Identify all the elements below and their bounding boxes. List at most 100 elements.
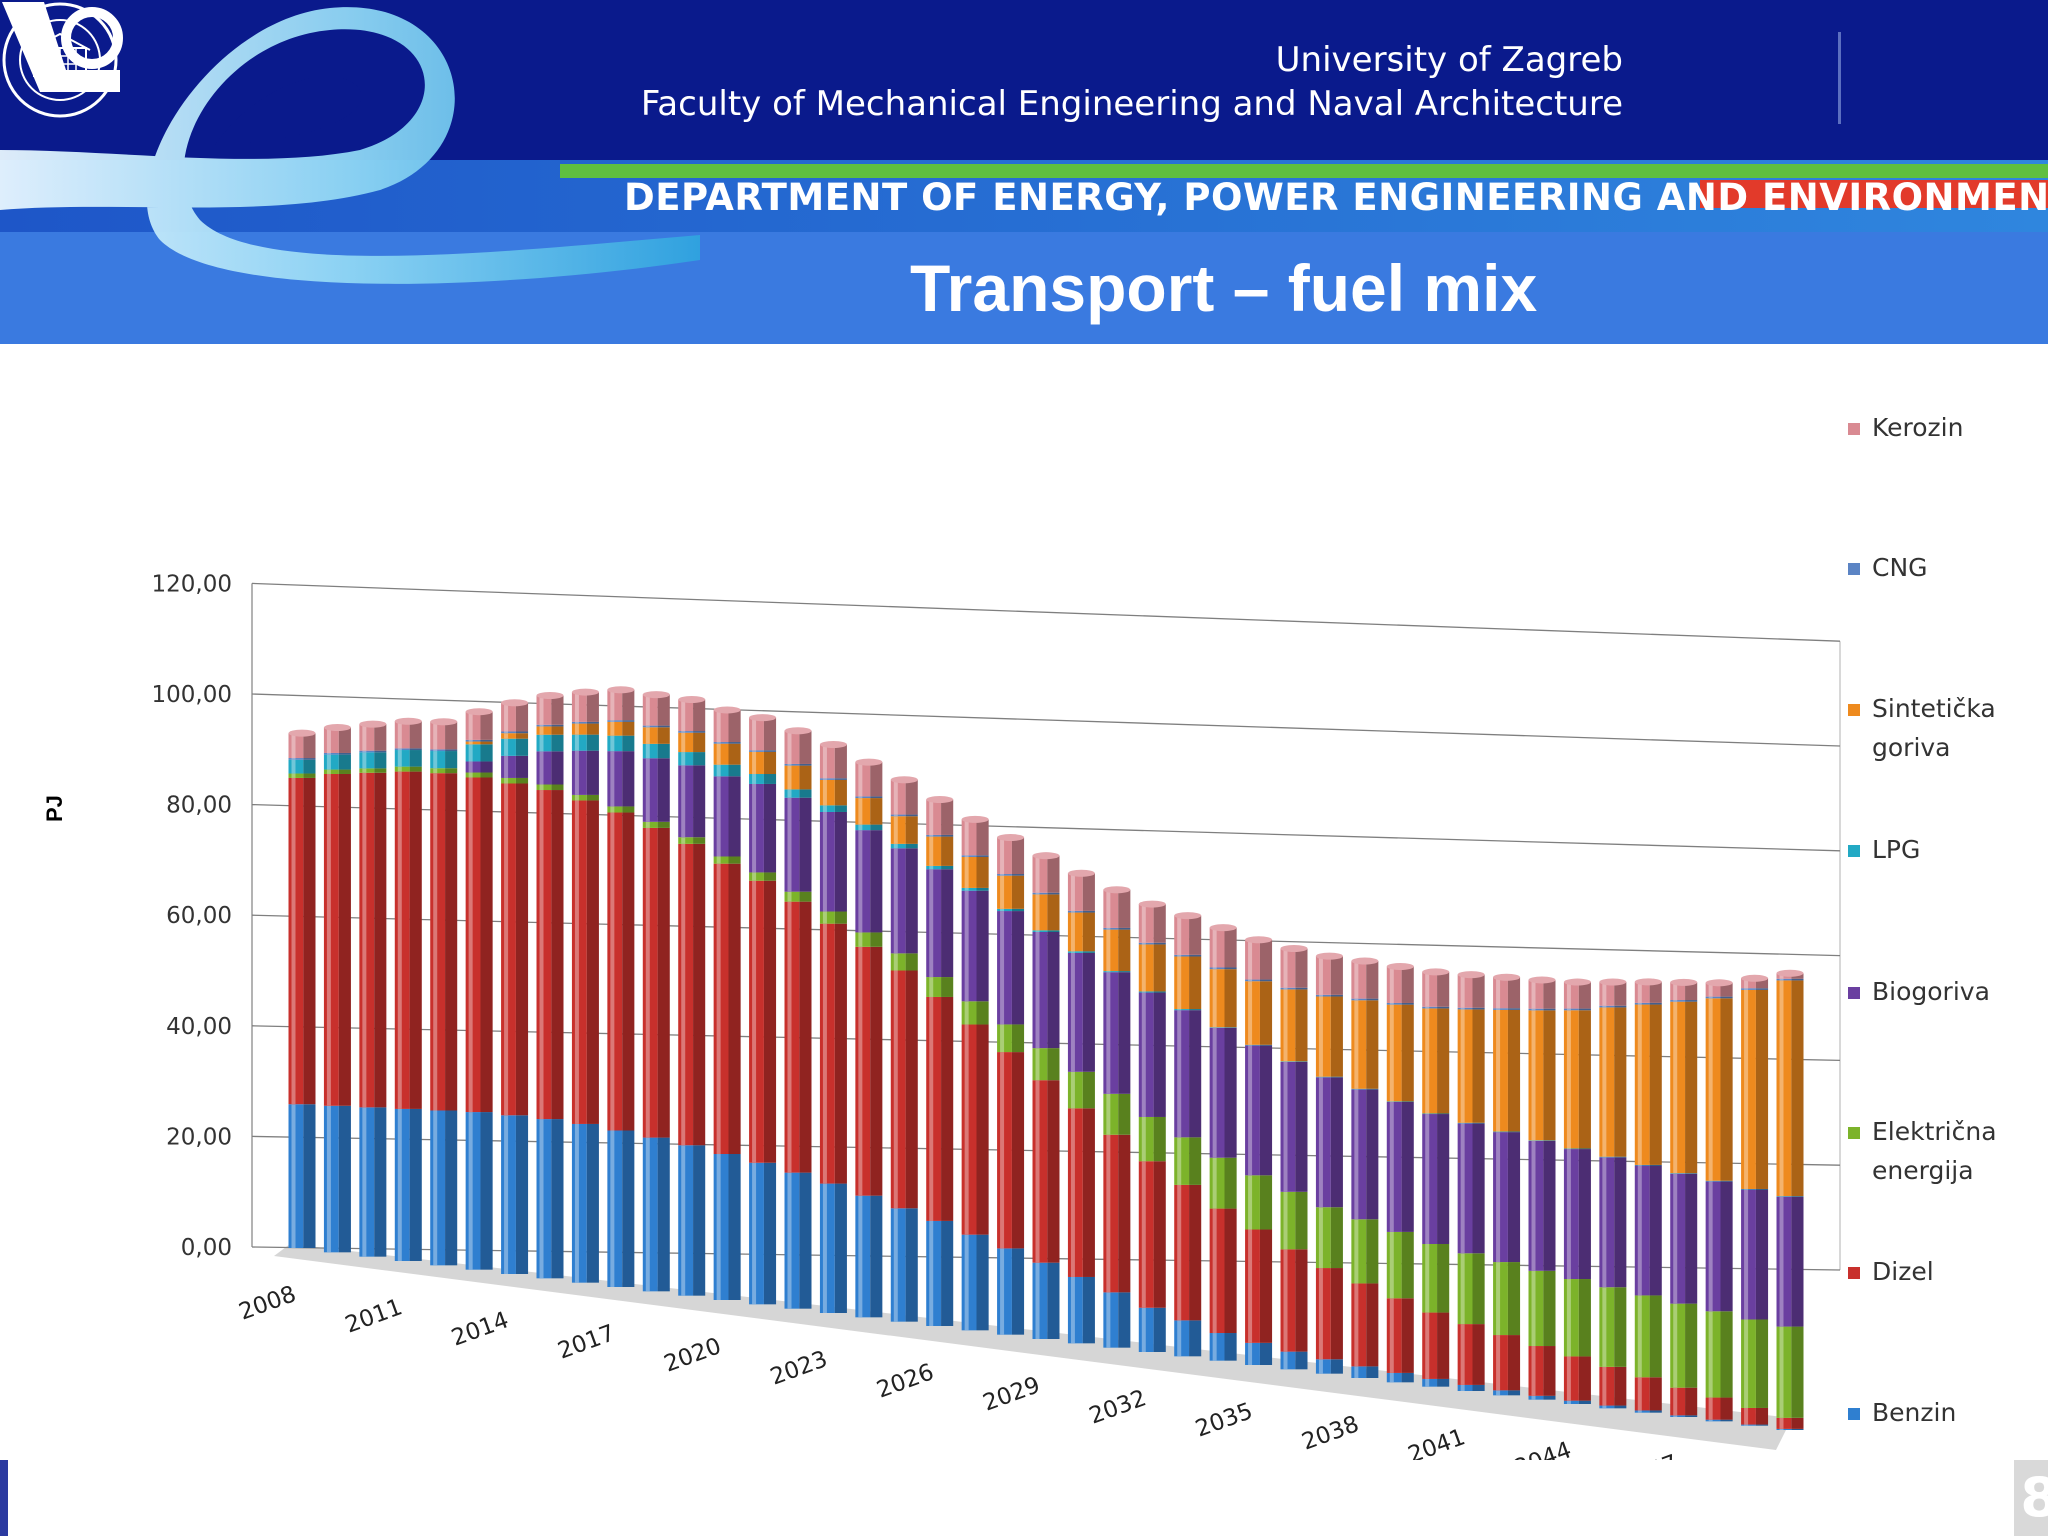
bar-segment-shade: [586, 723, 599, 735]
bar-segment-highlight: [1141, 944, 1146, 992]
bar-segment: [819, 779, 835, 806]
bar-segment-shade: [941, 1220, 954, 1326]
bar-segment-highlight: [1248, 979, 1253, 982]
bar-segment-shade: [338, 727, 351, 753]
bar-segment: [1457, 1009, 1473, 1123]
bar-segment-highlight: [574, 794, 579, 801]
bar-segment-highlight: [787, 789, 792, 798]
bar-segment: [1670, 1387, 1686, 1416]
bar-segment-highlight: [574, 692, 579, 722]
bar-segment-highlight: [539, 726, 544, 735]
bar-segment-shade: [905, 1208, 918, 1322]
bar-segment-highlight: [1602, 1405, 1607, 1409]
bar-segment-highlight: [858, 798, 863, 825]
legend-label: Sintetička goriva: [1872, 694, 1996, 762]
bar-stack-2050: [1776, 969, 1804, 1430]
bar-segment-highlight: [964, 819, 969, 856]
bar-segment: [890, 779, 906, 815]
bar-segment-highlight: [1425, 1006, 1430, 1009]
legend-label: Biogoriva: [1872, 977, 1990, 1006]
legend-swatch: [1848, 987, 1860, 999]
bar-segment-highlight: [1673, 1303, 1678, 1388]
bar-segment-shade: [1437, 1243, 1450, 1313]
legend: Kerozin CNG Sintetička goriva LPG Biogoriva El…: [1848, 413, 1997, 1427]
bar-segment: [926, 1220, 942, 1326]
bar-segment-shade: [870, 1195, 883, 1318]
bar-segment-shade: [303, 1104, 316, 1248]
bar-segment-shade: [1366, 1219, 1379, 1284]
bar-segment-highlight: [1460, 1122, 1465, 1124]
bar-segment-highlight: [787, 1172, 792, 1309]
bar-segment-shade: [1047, 1048, 1060, 1081]
bar-segment-shade: [1720, 1181, 1733, 1312]
bar-segment-highlight: [1212, 927, 1217, 968]
bar-segment-highlight: [1673, 1387, 1678, 1416]
bar-segment-shade: [1082, 1276, 1095, 1344]
bar-segment: [855, 830, 871, 933]
bar-segment-shade: [515, 1115, 529, 1274]
bar-segment-highlight: [610, 812, 615, 1131]
bar-segment-highlight: [1779, 980, 1784, 1197]
bar-stack-2012: [430, 718, 458, 1266]
bar-segment: [1457, 1007, 1473, 1010]
bar-segment: [1209, 969, 1225, 1028]
bar-segment-shade: [763, 750, 777, 752]
legend-item: Električna energija: [1848, 1117, 1997, 1185]
bar-top: [501, 699, 529, 707]
bar-segment: [1138, 1307, 1154, 1352]
bar-segment: [536, 734, 552, 752]
bar-segment: [1563, 1279, 1579, 1357]
bar-segment-highlight: [822, 805, 827, 812]
bar-segment: [1670, 1173, 1686, 1304]
bar-segment: [1528, 1140, 1544, 1271]
bar-segment-highlight: [964, 1024, 969, 1235]
bar-segment-highlight: [1318, 996, 1323, 1077]
bar-segment-highlight: [1070, 951, 1075, 953]
bar-segment-shade: [1224, 969, 1237, 1028]
bar-segment-shade: [1011, 911, 1025, 1025]
legend-item: Dizel: [1848, 1257, 1934, 1286]
bar-segment-highlight: [1602, 981, 1607, 1006]
bar-segment: [1457, 974, 1473, 1008]
legend-item: Sintetička goriva: [1848, 694, 1996, 762]
bar-segment-shade: [1295, 987, 1308, 990]
bar-segment-highlight: [1070, 952, 1075, 1072]
bar-segment-shade: [799, 789, 812, 798]
bar-segment-shade: [905, 953, 918, 971]
chart-floor: [274, 1244, 1792, 1450]
bar-segment-highlight: [1035, 1048, 1040, 1081]
bar-segment: [997, 911, 1012, 1025]
bar-segment: [501, 731, 516, 734]
bar-segment-highlight: [893, 779, 898, 815]
bar-segment-highlight: [1070, 1108, 1075, 1277]
bar-segment-highlight: [716, 856, 721, 864]
bar-segment-highlight: [504, 733, 509, 739]
bar-segment-shade: [1011, 1024, 1025, 1053]
bar-segment: [1386, 1298, 1402, 1373]
bar-segment: [1351, 1088, 1367, 1090]
bar-segment-highlight: [574, 1123, 579, 1283]
bar-segment-highlight: [397, 1108, 402, 1261]
bar-segment: [926, 996, 942, 1221]
bar-segment-highlight: [1212, 1027, 1217, 1158]
bar-segment: [1634, 1164, 1650, 1166]
bar-segment-highlight: [1354, 1088, 1359, 1090]
bar-segment: [1103, 1093, 1119, 1135]
bar-segment: [1103, 927, 1119, 930]
bar-segment-highlight: [1708, 1181, 1713, 1312]
bar-segment-highlight: [1708, 982, 1713, 997]
bar-segment-highlight: [504, 1115, 509, 1274]
bar-segment-shade: [515, 755, 529, 778]
bar-top: [1599, 978, 1627, 986]
bar-segment: [819, 778, 835, 780]
bar-top: [819, 741, 847, 749]
bar-segment-shade: [303, 773, 316, 778]
bar-segment: [678, 752, 694, 766]
bar-segment: [465, 1112, 481, 1270]
bar-stack-2040: [1422, 968, 1450, 1387]
bar-segment-highlight: [1602, 1157, 1607, 1288]
bar-segment-highlight: [1035, 1080, 1040, 1263]
bar-segment-shade: [586, 721, 599, 724]
bar-segment-highlight: [929, 799, 934, 835]
bar-segment-highlight: [681, 843, 686, 1146]
